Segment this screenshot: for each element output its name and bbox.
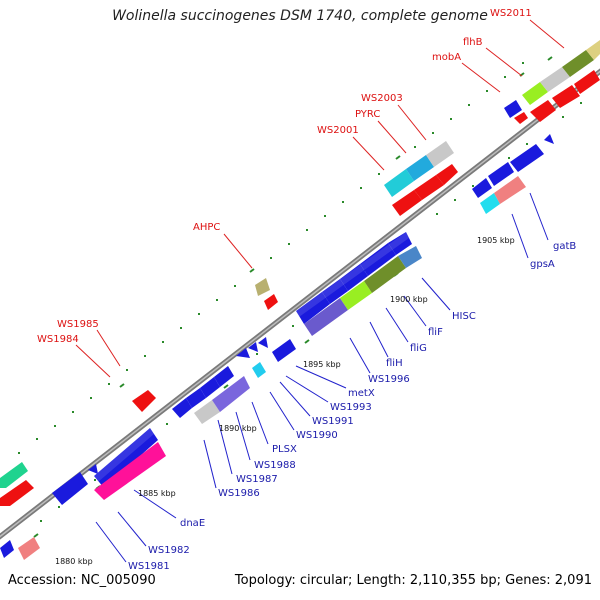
bp-label: 1890 kbp bbox=[219, 424, 257, 433]
gene-arrow bbox=[340, 281, 372, 310]
scale-ticks bbox=[18, 62, 582, 522]
gene-arrow bbox=[398, 246, 422, 268]
accession-text: Accession: NC_005090 bbox=[8, 573, 156, 588]
gene-label-hisc: HISC bbox=[452, 311, 476, 322]
gene-label-ws1988: WS1988 bbox=[254, 460, 296, 471]
gene-label-ws1991: WS1991 bbox=[312, 416, 354, 427]
gene-label-flih: fliH bbox=[386, 358, 403, 369]
gene-label-ws1985: WS1985 bbox=[57, 319, 99, 330]
gene-arrow bbox=[0, 480, 34, 506]
gene-arrow bbox=[272, 339, 296, 362]
gene-arrow bbox=[94, 442, 166, 500]
gene-label-metx: metX bbox=[348, 388, 375, 399]
gene-label-ws2011: WS2011 bbox=[490, 8, 532, 19]
gene-arrow bbox=[214, 366, 234, 387]
gene-arrow bbox=[562, 50, 594, 77]
gene-arrow bbox=[406, 155, 434, 181]
bp-label: 1895 kbp bbox=[303, 360, 341, 369]
gene-arrow bbox=[296, 292, 330, 324]
gene-arrow bbox=[52, 472, 88, 505]
gene-arrow bbox=[384, 169, 414, 197]
gene-arrow bbox=[258, 337, 268, 348]
gene-label-ahpc: AHPC bbox=[193, 222, 220, 233]
upper-gene-labels: WS2011 flhB mobA WS2003 PYRC WS2001 AHPC… bbox=[37, 8, 532, 345]
gene-arrow bbox=[514, 112, 528, 124]
gene-label-ws1996: WS1996 bbox=[368, 374, 410, 385]
gene-arrow bbox=[322, 279, 348, 304]
gene-arrow bbox=[552, 85, 580, 108]
gene-label-flig: fliG bbox=[410, 343, 427, 354]
leader-lines bbox=[75, 19, 565, 563]
bp-label: 1885 kbp bbox=[138, 489, 176, 498]
gene-arrow bbox=[0, 462, 28, 488]
gene-arrow bbox=[510, 144, 544, 172]
gene-arrow bbox=[94, 428, 158, 488]
gene-arrow bbox=[0, 540, 14, 558]
gene-arrow bbox=[212, 376, 250, 412]
gene-label-gpsa: gpsA bbox=[530, 259, 555, 270]
gene-arrow bbox=[436, 164, 458, 185]
gene-arrow bbox=[255, 278, 270, 296]
genome-backbone bbox=[0, 68, 600, 540]
gene-arrow bbox=[264, 294, 278, 310]
page-title: Wolinella succinogenes DSM 1740, complet… bbox=[112, 8, 488, 24]
gene-arrow bbox=[488, 162, 514, 186]
gene-gloss bbox=[94, 232, 409, 482]
gene-label-ws2003: WS2003 bbox=[361, 93, 403, 104]
lower-gene-labels: gatB gpsA HISC fliF fliG fliH WS1996 met… bbox=[128, 241, 576, 572]
gene-label-ws2001: WS2001 bbox=[317, 125, 359, 136]
gene-arrow bbox=[360, 243, 396, 276]
gene-arrow bbox=[544, 134, 554, 144]
genes-upper-strand bbox=[0, 40, 600, 506]
bp-position-labels: 1880 kbp 1885 kbp 1890 kbp 1895 kbp 1900… bbox=[55, 236, 515, 566]
genome-summary-text: Topology: circular; Length: 2,110,355 bp… bbox=[234, 573, 592, 588]
gene-label-ws1987: WS1987 bbox=[236, 474, 278, 485]
gene-arrow bbox=[364, 256, 406, 293]
gene-label-plsx: PLSX bbox=[272, 444, 297, 455]
gene-arrow bbox=[480, 193, 500, 214]
gene-label-ws1986: WS1986 bbox=[218, 488, 260, 499]
bp-label: 1900 kbp bbox=[390, 295, 428, 304]
gene-arrow bbox=[172, 398, 192, 418]
genes-lower-strand bbox=[0, 144, 544, 560]
bp-label: 1880 kbp bbox=[55, 557, 93, 566]
gene-arrow bbox=[530, 100, 556, 122]
gene-label-pyrc: PYRC bbox=[355, 109, 380, 120]
gene-arrow bbox=[540, 67, 570, 92]
gene-arrow bbox=[200, 377, 220, 398]
gene-arrow bbox=[186, 388, 206, 408]
gene-arrow bbox=[252, 362, 266, 378]
gene-label-moba: mobA bbox=[432, 52, 461, 63]
gene-arrow bbox=[388, 232, 412, 255]
gene-arrow bbox=[494, 176, 526, 204]
gene-label-ws1990: WS1990 bbox=[296, 430, 338, 441]
gene-arrow bbox=[132, 390, 156, 412]
gene-arrow bbox=[574, 70, 600, 94]
gene-arrow bbox=[236, 348, 250, 358]
gene-arrow bbox=[414, 175, 444, 200]
gene-label-gatb: gatB bbox=[553, 241, 576, 252]
gene-arrow bbox=[586, 40, 600, 60]
gene-arrow bbox=[18, 537, 40, 560]
gene-arrow bbox=[392, 190, 422, 216]
gene-arrow bbox=[88, 464, 98, 474]
gene-arrow bbox=[248, 342, 258, 352]
gene-arrow bbox=[194, 400, 220, 424]
gene-arrow bbox=[472, 178, 492, 198]
gene-label-flhb: flhB bbox=[463, 37, 483, 48]
gene-label-ws1981: WS1981 bbox=[128, 561, 170, 572]
gene-label-ws1993: WS1993 bbox=[330, 402, 372, 413]
gene-label-ws1982: WS1982 bbox=[148, 545, 190, 556]
gene-label-ws1984: WS1984 bbox=[37, 334, 79, 345]
gene-arrow bbox=[426, 141, 454, 167]
gene-arrow bbox=[304, 298, 348, 336]
gene-label-dnae: dnaE bbox=[180, 518, 205, 529]
gene-arrow bbox=[340, 264, 368, 291]
gene-arrow bbox=[504, 100, 522, 118]
gene-label-flif: fliF bbox=[428, 327, 443, 338]
gene-arrow bbox=[522, 82, 548, 105]
bp-label: 1905 kbp bbox=[477, 236, 515, 245]
